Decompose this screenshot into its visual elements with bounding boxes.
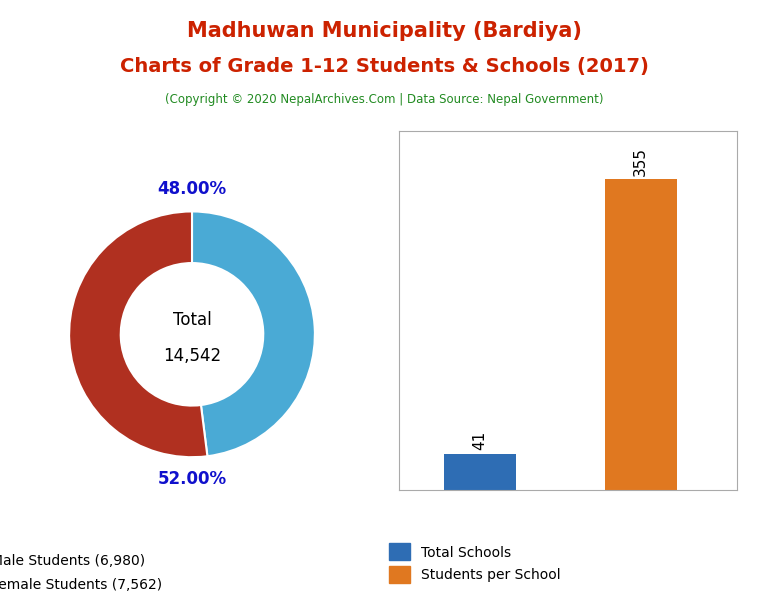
Text: Charts of Grade 1-12 Students & Schools (2017): Charts of Grade 1-12 Students & Schools … (120, 57, 648, 76)
Text: 355: 355 (634, 147, 648, 176)
Bar (604, 179, 677, 490)
Text: Total: Total (173, 310, 211, 328)
Text: 14,542: 14,542 (163, 347, 221, 365)
Wedge shape (69, 211, 207, 457)
Text: 52.00%: 52.00% (157, 470, 227, 488)
Bar (444, 454, 516, 490)
Text: Madhuwan Municipality (Bardiya): Madhuwan Municipality (Bardiya) (187, 21, 581, 41)
Legend: Total Schools, Students per School: Total Schools, Students per School (389, 543, 561, 583)
Legend: Male Students (6,980), Female Students (7,562): Male Students (6,980), Female Students (… (0, 552, 162, 593)
Wedge shape (192, 211, 315, 456)
Text: 48.00%: 48.00% (157, 180, 227, 198)
Text: 41: 41 (472, 431, 488, 450)
Text: (Copyright © 2020 NepalArchives.Com | Data Source: Nepal Government): (Copyright © 2020 NepalArchives.Com | Da… (165, 93, 603, 106)
